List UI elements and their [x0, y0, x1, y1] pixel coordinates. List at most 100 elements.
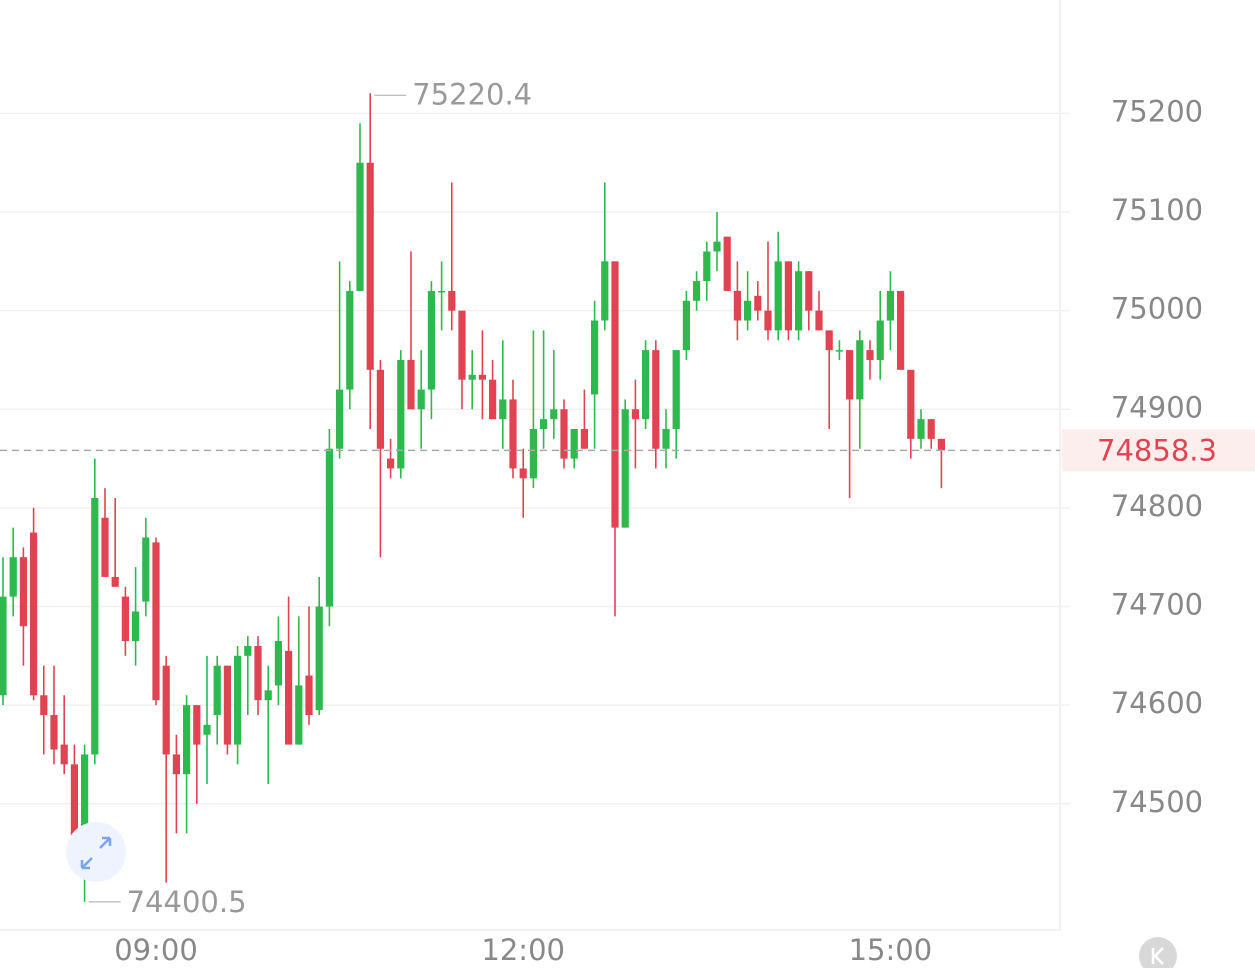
candle-body — [305, 675, 313, 716]
candle-body — [489, 379, 497, 420]
candle-body — [529, 429, 537, 479]
candle-body — [172, 754, 180, 775]
candle-body — [825, 330, 833, 351]
candle-body — [60, 744, 68, 765]
expand-icon — [80, 836, 112, 870]
candle-body — [846, 350, 854, 400]
candle-body — [672, 350, 680, 430]
y-tick-label: 74500 — [1111, 785, 1203, 819]
candle-body — [213, 665, 221, 716]
candle-body — [509, 399, 517, 469]
candle-body — [662, 429, 670, 449]
grid: 74500 74600 74700 74800 74900 75000 75100 75200… — [0, 94, 1203, 967]
candle-body — [876, 320, 884, 360]
candle-body — [397, 359, 405, 469]
candle-body — [438, 290, 446, 293]
candle-body — [111, 576, 119, 587]
candle-body — [234, 655, 242, 745]
candle-body — [611, 261, 619, 528]
candle-body — [693, 281, 701, 301]
y-tick-label: 74800 — [1111, 489, 1203, 523]
candle-body — [387, 458, 395, 469]
candle-body — [560, 409, 568, 459]
candle-body — [458, 310, 466, 380]
candle-body — [223, 665, 231, 745]
candle-body — [907, 369, 915, 439]
y-tick-label: 75000 — [1111, 292, 1203, 326]
price-label: 74858.3 — [1097, 433, 1217, 467]
candle-body — [784, 261, 792, 331]
candle-body — [264, 690, 272, 701]
candle-body — [50, 715, 58, 750]
candle-body — [101, 517, 109, 577]
expand-button[interactable] — [66, 822, 126, 882]
candle-body — [723, 236, 731, 291]
candle-body — [132, 611, 140, 642]
candle-body — [91, 498, 99, 755]
candle-body — [254, 645, 262, 701]
y-tick-label: 75200 — [1111, 94, 1203, 128]
candle-body — [315, 606, 323, 711]
candle-body — [601, 261, 609, 321]
candle-body — [448, 290, 456, 311]
candle-body — [866, 350, 874, 360]
price-tag — [1062, 429, 1255, 472]
candle-body — [478, 374, 486, 380]
candle-body — [162, 665, 170, 755]
candle-body — [713, 241, 721, 252]
high-label: 75220.4 — [412, 77, 532, 111]
candle-body — [274, 641, 282, 686]
candle-body — [580, 429, 588, 449]
candle-body — [285, 650, 293, 745]
candle-body — [570, 429, 578, 459]
candle-body — [754, 295, 762, 311]
candle-body — [183, 705, 191, 775]
candle-body — [499, 399, 507, 420]
candle-body — [203, 724, 211, 735]
x-tick-label: 09:00 — [114, 933, 198, 967]
candle-body — [682, 300, 690, 351]
candle-body — [835, 350, 843, 352]
candle-body — [652, 350, 660, 449]
candle-body — [30, 532, 38, 696]
candle-body — [744, 300, 752, 321]
overlay: 75220.4 74400.5 74858.3 — [0, 77, 1255, 919]
candle-body — [325, 448, 333, 607]
y-tick-label: 74700 — [1111, 588, 1203, 622]
candle-body — [927, 419, 935, 439]
candle-body — [621, 409, 629, 528]
candle-body — [142, 537, 150, 602]
k-icon — [1151, 947, 1164, 965]
candle-body — [70, 764, 78, 844]
candle-body — [366, 162, 374, 370]
candle-body — [9, 557, 17, 597]
candle-body — [346, 290, 354, 390]
candle-body — [193, 705, 201, 745]
candle-body — [376, 369, 384, 449]
candle-body — [121, 596, 129, 642]
candle-body — [81, 754, 89, 844]
candle-body — [764, 310, 772, 331]
candle-body — [244, 645, 252, 656]
low-label: 74400.5 — [127, 885, 247, 919]
candle-body — [795, 271, 803, 331]
candle-body — [519, 468, 527, 479]
candle-body — [805, 271, 813, 311]
candle-body — [336, 389, 344, 449]
candle-body — [152, 542, 160, 701]
candle-body — [886, 290, 894, 321]
candle-body — [540, 419, 548, 430]
candle-body — [295, 685, 303, 745]
x-tick-label: 12:00 — [481, 933, 565, 967]
candle-body — [0, 596, 7, 696]
candle-body — [407, 359, 415, 410]
candle-body — [356, 162, 364, 291]
y-tick-label: 74600 — [1111, 686, 1203, 720]
candle-body — [468, 374, 476, 380]
candle-body — [591, 320, 599, 395]
candle-body — [631, 409, 639, 420]
candle-body — [856, 340, 864, 400]
candle-body — [427, 290, 435, 390]
candle-body — [40, 695, 48, 716]
